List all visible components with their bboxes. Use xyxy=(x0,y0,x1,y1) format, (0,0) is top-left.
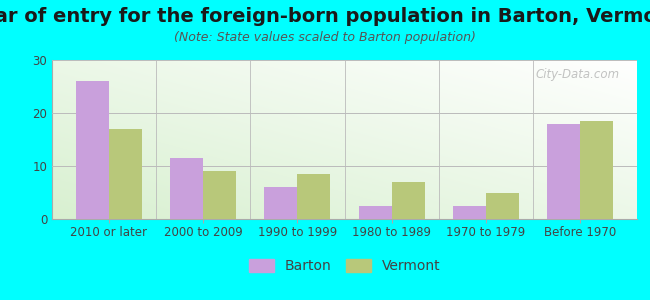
Text: (Note: State values scaled to Barton population): (Note: State values scaled to Barton pop… xyxy=(174,32,476,44)
Bar xyxy=(486,193,519,219)
Bar xyxy=(580,121,614,219)
Bar xyxy=(547,124,580,219)
Bar xyxy=(265,187,297,219)
Bar xyxy=(109,129,142,219)
Bar xyxy=(75,81,109,219)
Legend: Barton, Vermont: Barton, Vermont xyxy=(243,254,446,279)
Bar xyxy=(359,206,392,219)
Text: City-Data.com: City-Data.com xyxy=(536,68,619,81)
Bar xyxy=(392,182,424,219)
Bar xyxy=(170,158,203,219)
Bar xyxy=(297,174,330,219)
Bar xyxy=(453,206,486,219)
Bar xyxy=(203,171,236,219)
Text: Year of entry for the foreign-born population in Barton, Vermont: Year of entry for the foreign-born popul… xyxy=(0,8,650,26)
